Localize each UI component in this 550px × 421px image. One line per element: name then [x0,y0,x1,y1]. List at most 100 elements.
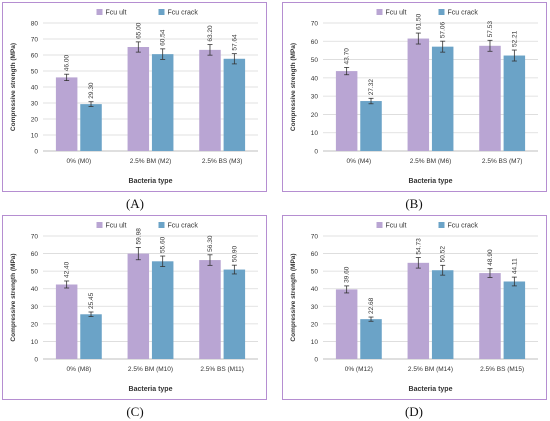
x-tick-label: 2.5% BS (M3) [202,158,242,165]
chart-svg-d: 0 10 20 30 40 50 60 70 Compressive strength (MPa… [290,222,538,393]
y-tick-label: 80 [31,21,39,28]
y-tick-label: 10 [31,133,39,140]
data-label: 22.68 [368,297,375,314]
data-label: 60.54 [160,29,167,46]
bar [479,45,501,151]
chart-panel-a: 0 10 20 30 40 50 60 70 80 Compressive strength (M… [2,2,267,192]
y-tick-label: 10 [311,339,319,346]
y-tick-label: 50 [311,269,319,276]
data-label: 57.64 [231,34,238,51]
x-axis-label: Bacteria type [129,178,173,185]
bar [80,314,102,359]
x-tick-label: 2.5% BM (M10) [128,366,173,373]
data-label: 25.45 [88,292,95,309]
chart-panel-c: 0 10 20 30 40 50 60 70 Compressive strength (MPa… [2,215,267,400]
y-tick-label: 20 [31,117,39,124]
y-tick-label: 40 [31,85,39,92]
data-label: 39.60 [344,266,351,283]
x-tick-label: 0% (M0) [67,158,92,165]
bar [199,49,221,151]
y-axis-label: Compressive strength (MPa) [10,253,17,341]
legend-swatch [158,222,165,228]
bar [127,47,150,151]
chart-svg-a: 0 10 20 30 40 50 60 70 80 Compressive strength (M… [10,9,258,185]
y-tick-label: 60 [311,39,319,46]
legend-label: Fcu crack [168,10,199,17]
x-tick-label: 2.5% BS (M7) [482,158,522,165]
bar [55,77,78,151]
y-tick-label: 30 [311,304,319,311]
data-label: 57.53 [487,21,494,38]
panel-label-b: (B) [405,196,423,211]
legend-swatch [376,9,383,15]
bar [360,101,382,151]
legend-swatch [158,9,165,15]
data-label: 56.30 [207,235,214,252]
y-tick-label: 20 [311,321,319,328]
data-label: 52.21 [511,30,518,47]
y-tick-label: 20 [311,112,319,119]
data-label: 50.90 [231,246,238,263]
bar [360,319,382,359]
data-label: 48.90 [487,249,494,266]
panel-label-a: (A) [125,196,145,211]
legend-label: Fcu crack [448,223,479,230]
data-label: 55.60 [160,236,167,253]
data-label: 29.30 [88,82,95,99]
data-label: 46.00 [64,55,71,72]
y-axis-label: Compressive strength (MPa) [290,43,297,131]
data-label: 54.73 [415,238,422,255]
bar [431,46,454,151]
data-label: 63.20 [207,25,214,42]
bar [407,38,430,151]
x-tick-label: 0% (M8) [67,366,92,373]
chart-panel-b: 0 10 20 30 40 50 60 70 Compressive strength (MPa… [282,2,547,192]
bar [431,270,454,359]
chart-svg-c: 0 10 20 30 40 50 60 70 Compressive strength (MPa… [10,222,258,393]
bar [503,55,526,151]
y-tick-label: 0 [34,357,38,364]
y-tick-label: 60 [311,251,319,258]
data-label: 61.50 [415,13,422,30]
data-label: 59.98 [135,228,142,245]
bar [335,289,358,359]
bar [151,261,174,359]
data-label: 44.11 [511,258,518,274]
data-label: 27.32 [368,79,375,96]
y-axis-label: Compressive strength (MPa) [10,43,17,131]
legend-label: Fcu ult [106,223,127,230]
y-tick-label: 0 [34,149,38,156]
y-tick-label: 60 [31,53,39,60]
x-tick-label: 0% (M4) [347,158,372,165]
y-tick-label: 30 [311,94,319,101]
x-tick-label: 2.5% BM (M14) [408,366,453,373]
legend-swatch [438,222,445,228]
bar [80,104,102,151]
data-label: 43.70 [344,48,351,65]
x-tick-label: 2.5% BS (M11) [200,366,244,373]
chart-panel-d: 0 10 20 30 40 50 60 70 Compressive strength (MPa… [282,215,547,400]
x-axis-label: Bacteria type [129,386,173,393]
y-tick-label: 70 [311,21,319,28]
y-tick-label: 0 [314,357,318,364]
legend-label: Fcu ult [386,223,407,230]
legend-swatch [96,9,103,15]
panel-label-d: (D) [404,404,424,419]
legend-label: Fcu crack [448,10,479,17]
bar [407,262,430,359]
bar [199,260,221,359]
bar [151,54,174,151]
legend-swatch [438,9,445,15]
bar [223,58,246,151]
data-label: 57.06 [440,22,447,39]
y-tick-label: 30 [31,101,39,108]
bar [335,71,358,151]
y-tick-label: 40 [311,75,319,82]
data-label: 65.00 [135,22,142,39]
legend-swatch [376,222,383,228]
x-tick-label: 0% (M12) [345,366,373,373]
data-label: 42.40 [64,261,71,278]
y-tick-label: 70 [311,234,319,241]
y-tick-label: 30 [31,304,39,311]
legend-label: Fcu ult [106,10,127,17]
